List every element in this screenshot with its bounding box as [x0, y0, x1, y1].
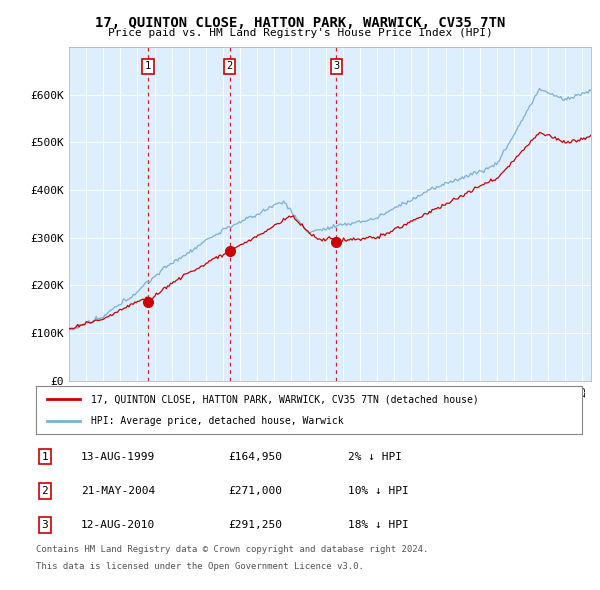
Text: 1: 1 [41, 452, 49, 461]
Text: 17, QUINTON CLOSE, HATTON PARK, WARWICK, CV35 7TN (detached house): 17, QUINTON CLOSE, HATTON PARK, WARWICK,… [91, 394, 478, 404]
Text: 12-AUG-2010: 12-AUG-2010 [81, 520, 155, 530]
Text: £291,250: £291,250 [228, 520, 282, 530]
Text: 1: 1 [145, 61, 151, 71]
Text: 13-AUG-1999: 13-AUG-1999 [81, 452, 155, 461]
Text: 10% ↓ HPI: 10% ↓ HPI [348, 486, 409, 496]
Text: This data is licensed under the Open Government Licence v3.0.: This data is licensed under the Open Gov… [36, 562, 364, 571]
Text: £271,000: £271,000 [228, 486, 282, 496]
Text: HPI: Average price, detached house, Warwick: HPI: Average price, detached house, Warw… [91, 416, 343, 426]
Text: £164,950: £164,950 [228, 452, 282, 461]
Text: 2: 2 [227, 61, 233, 71]
Text: Price paid vs. HM Land Registry's House Price Index (HPI): Price paid vs. HM Land Registry's House … [107, 28, 493, 38]
Text: 3: 3 [333, 61, 340, 71]
Text: 2% ↓ HPI: 2% ↓ HPI [348, 452, 402, 461]
Text: 18% ↓ HPI: 18% ↓ HPI [348, 520, 409, 530]
Text: 2: 2 [41, 486, 49, 496]
Text: 21-MAY-2004: 21-MAY-2004 [81, 486, 155, 496]
Text: 3: 3 [41, 520, 49, 530]
Text: 17, QUINTON CLOSE, HATTON PARK, WARWICK, CV35 7TN: 17, QUINTON CLOSE, HATTON PARK, WARWICK,… [95, 16, 505, 30]
Text: Contains HM Land Registry data © Crown copyright and database right 2024.: Contains HM Land Registry data © Crown c… [36, 545, 428, 554]
